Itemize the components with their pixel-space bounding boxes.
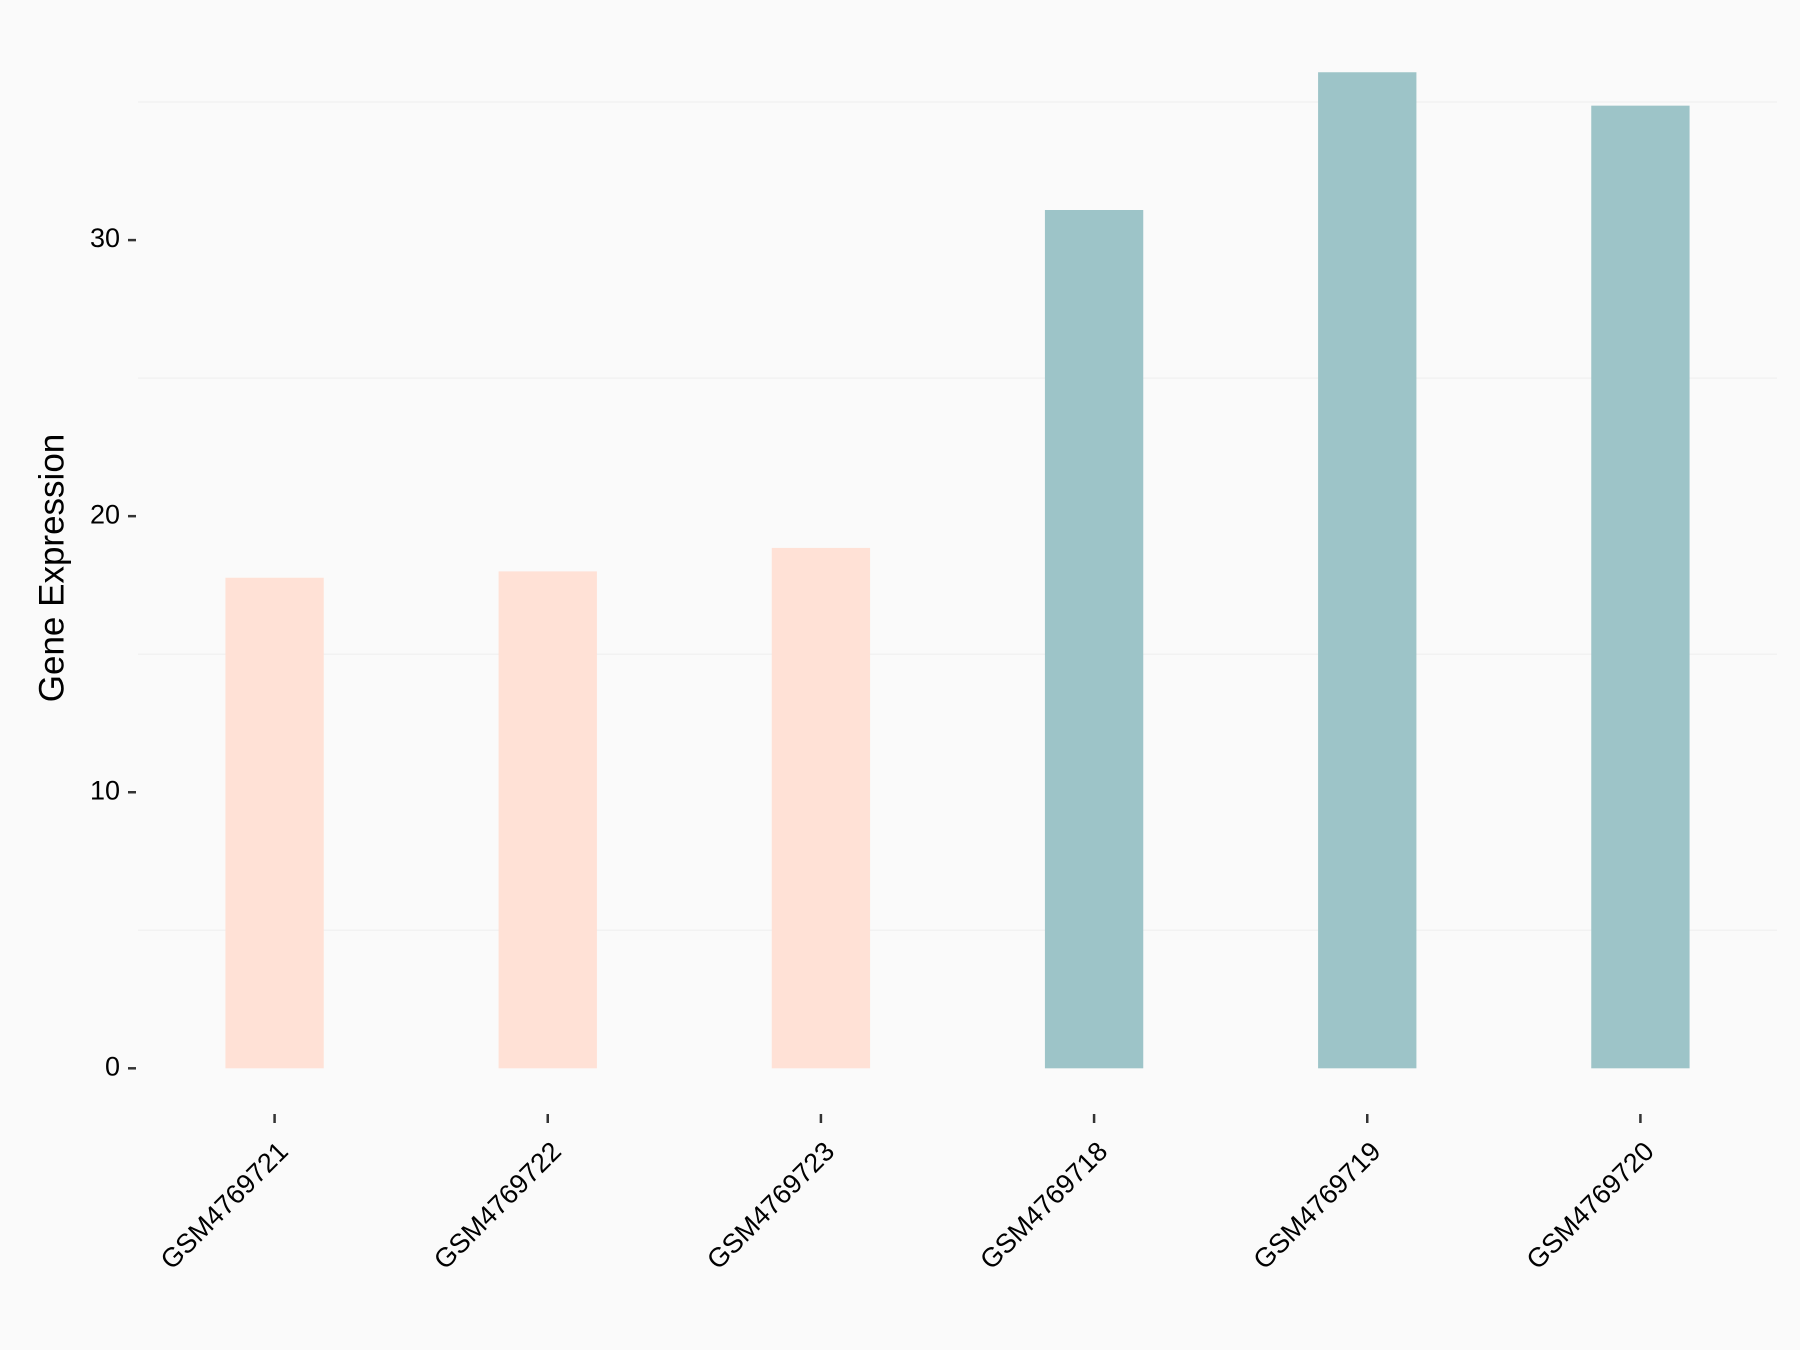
y-tick-label: 30 xyxy=(90,223,120,253)
y-tick-label: 20 xyxy=(90,499,120,529)
bar xyxy=(225,577,324,1069)
y-tick-label: 10 xyxy=(90,775,120,805)
y-tick-label: 0 xyxy=(105,1051,120,1081)
y-axis-title: Gene Expression xyxy=(32,434,71,702)
bar xyxy=(1591,105,1690,1069)
bar xyxy=(771,547,871,1069)
bar xyxy=(1044,210,1144,1069)
bar xyxy=(1318,72,1417,1069)
bar xyxy=(498,571,597,1069)
